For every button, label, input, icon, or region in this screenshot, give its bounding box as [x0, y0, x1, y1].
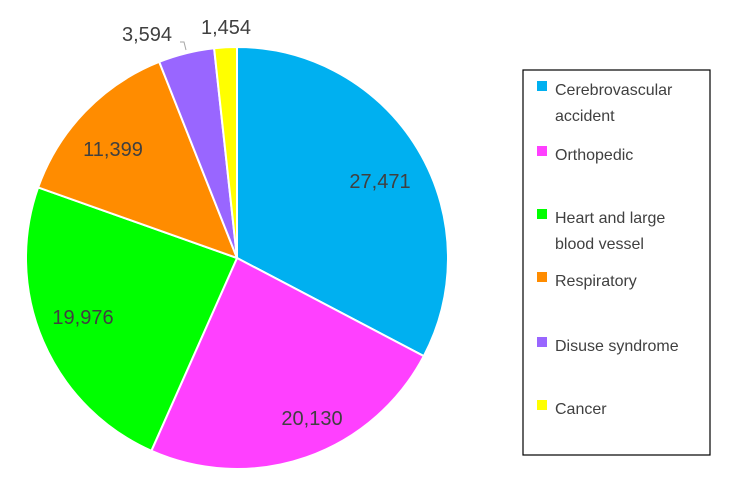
legend-box — [522, 69, 711, 456]
legend-swatch-orthopedic — [537, 146, 547, 156]
pie-slice-heart-and-large-blood-vessel — [25, 186, 239, 453]
pie-slice-cancer — [212, 45, 238, 259]
legend-label-cerebrovascular-accident-line-1: Cerebrovascular — [555, 82, 673, 99]
leader-line-disuse-syndrome — [180, 41, 187, 51]
pie-data-labels: 27,471 20,130 19,976 11,399 3,594 1,454 — [52, 17, 410, 430]
legend-label-heart-and-large-blood-vessel-line-1: Heart and large — [555, 210, 665, 227]
legend-swatch-cancer — [537, 400, 547, 410]
data-label-respiratory: 11,399 — [83, 139, 143, 161]
legend-item-disuse-syndrome: Disuse syndrome — [537, 337, 679, 355]
data-label-cancer: 1,454 — [201, 17, 251, 39]
legend-label-respiratory: Respiratory — [555, 273, 637, 290]
legend-item-orthopedic: Orthopedic — [537, 146, 633, 164]
legend-swatch-respiratory — [537, 272, 547, 282]
legend-item-heart-and-large-blood-vessel: Heart and large blood vessel — [537, 209, 665, 253]
pie-slice-respiratory — [36, 60, 239, 260]
data-label-heart-and-large-blood-vessel: 19,976 — [52, 307, 113, 329]
pie-slices — [25, 45, 449, 470]
data-label-orthopedic: 20,130 — [281, 408, 342, 430]
legend-item-cerebrovascular-accident: Cerebrovascular accident — [537, 81, 673, 125]
legend-label-disuse-syndrome: Disuse syndrome — [555, 338, 679, 355]
legend: Cerebrovascular accident Orthopedic Heart a… — [522, 69, 711, 456]
data-label-disuse-syndrome: 3,594 — [122, 24, 172, 46]
legend-swatch-disuse-syndrome — [537, 337, 547, 347]
legend-label-cerebrovascular-accident-line-2: accident — [555, 108, 615, 125]
pie-slice-cerebrovascular-accident — [236, 45, 449, 358]
legend-swatch-cerebrovascular-accident — [537, 81, 547, 91]
legend-label-orthopedic: Orthopedic — [555, 147, 633, 164]
legend-label-cancer: Cancer — [555, 401, 607, 418]
legend-item-cancer: Cancer — [537, 400, 607, 418]
legend-swatch-heart-and-large-blood-vessel — [537, 209, 547, 219]
pie-slice-orthopedic — [150, 256, 426, 470]
data-label-cerebrovascular-accident: 27,471 — [349, 171, 410, 193]
legend-label-heart-and-large-blood-vessel-line-2: blood vessel — [555, 236, 644, 253]
legend-item-respiratory: Respiratory — [537, 272, 637, 290]
